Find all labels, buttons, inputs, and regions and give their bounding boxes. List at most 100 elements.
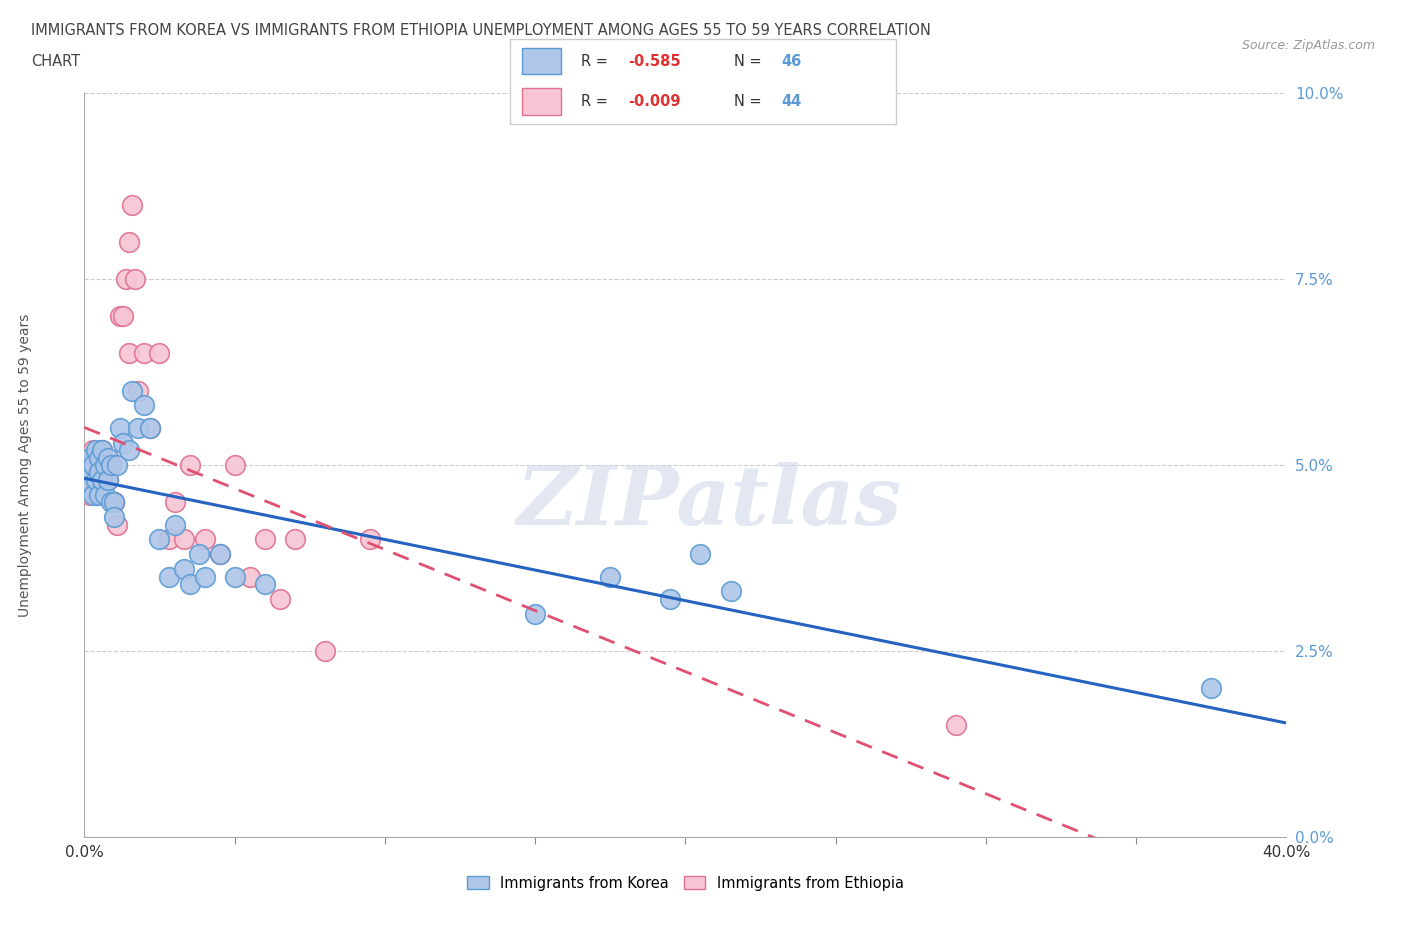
Point xyxy=(179,577,201,591)
Text: CHART: CHART xyxy=(31,54,80,69)
Point xyxy=(945,718,967,733)
Point xyxy=(173,532,195,547)
Text: 46: 46 xyxy=(782,54,801,69)
Point xyxy=(187,547,209,562)
Point xyxy=(82,443,104,458)
Point xyxy=(224,458,246,472)
Point xyxy=(208,547,231,562)
Point xyxy=(253,577,276,591)
Point xyxy=(82,472,104,487)
Point xyxy=(112,435,135,450)
Text: IMMIGRANTS FROM KOREA VS IMMIGRANTS FROM ETHIOPIA UNEMPLOYMENT AMONG AGES 55 TO : IMMIGRANTS FROM KOREA VS IMMIGRANTS FROM… xyxy=(31,23,931,38)
Text: -0.585: -0.585 xyxy=(628,54,681,69)
FancyBboxPatch shape xyxy=(510,39,896,124)
Point xyxy=(194,532,217,547)
Point xyxy=(76,472,98,487)
Point xyxy=(89,465,111,480)
Point xyxy=(89,450,111,465)
Point xyxy=(86,443,108,458)
Point xyxy=(103,495,125,510)
Point xyxy=(100,458,122,472)
Point xyxy=(1201,681,1223,696)
Point xyxy=(97,472,120,487)
Point xyxy=(194,569,217,584)
Point xyxy=(115,272,138,286)
Point xyxy=(91,472,114,487)
Point xyxy=(79,480,101,495)
Point xyxy=(163,495,186,510)
Point xyxy=(89,487,111,502)
Point xyxy=(134,398,156,413)
Text: R =: R = xyxy=(581,54,613,69)
Point xyxy=(86,487,108,502)
Point xyxy=(157,569,180,584)
Point xyxy=(689,547,711,562)
Point xyxy=(79,465,101,480)
Point xyxy=(118,346,141,361)
Point xyxy=(76,480,98,495)
Point xyxy=(127,383,149,398)
Text: N =: N = xyxy=(734,94,766,109)
Point xyxy=(284,532,307,547)
Point xyxy=(124,272,146,286)
Point xyxy=(107,458,129,472)
Point xyxy=(94,458,117,472)
Point xyxy=(179,458,201,472)
Point xyxy=(239,569,262,584)
Point xyxy=(91,443,114,458)
Point xyxy=(76,458,98,472)
Point xyxy=(91,472,114,487)
Text: R =: R = xyxy=(581,94,613,109)
Point xyxy=(148,532,170,547)
Point xyxy=(659,591,682,606)
Text: Unemployment Among Ages 55 to 59 years: Unemployment Among Ages 55 to 59 years xyxy=(18,313,32,617)
Point xyxy=(86,472,108,487)
Point xyxy=(100,495,122,510)
Point xyxy=(94,487,117,502)
Point xyxy=(107,517,129,532)
Point xyxy=(76,458,98,472)
Point xyxy=(79,487,101,502)
Point xyxy=(112,309,135,324)
Point xyxy=(359,532,381,547)
Point xyxy=(139,420,162,435)
Point xyxy=(121,197,143,212)
Point xyxy=(86,458,108,472)
Point xyxy=(79,450,101,465)
Point xyxy=(148,346,170,361)
Point xyxy=(127,420,149,435)
Point xyxy=(110,420,132,435)
Point xyxy=(103,495,125,510)
Point xyxy=(94,458,117,472)
Point xyxy=(103,495,125,510)
Point xyxy=(89,480,111,495)
Point xyxy=(110,309,132,324)
Point xyxy=(89,450,111,465)
Point xyxy=(208,547,231,562)
Point xyxy=(100,458,122,472)
Point xyxy=(524,606,547,621)
Point xyxy=(173,562,195,577)
Point xyxy=(118,443,141,458)
Text: -0.009: -0.009 xyxy=(628,94,681,109)
Point xyxy=(253,532,276,547)
Point xyxy=(224,569,246,584)
Point xyxy=(118,234,141,249)
Point xyxy=(91,443,114,458)
Text: 44: 44 xyxy=(782,94,801,109)
Text: ZIPatlas: ZIPatlas xyxy=(517,462,903,542)
FancyBboxPatch shape xyxy=(522,88,561,115)
Point xyxy=(157,532,180,547)
Point xyxy=(97,472,120,487)
Point xyxy=(82,458,104,472)
Text: N =: N = xyxy=(734,54,766,69)
Point xyxy=(134,346,156,361)
Point xyxy=(720,584,742,599)
Legend: Immigrants from Korea, Immigrants from Ethiopia: Immigrants from Korea, Immigrants from E… xyxy=(461,870,910,897)
Point xyxy=(97,450,120,465)
Point xyxy=(163,517,186,532)
Point xyxy=(79,450,101,465)
Point xyxy=(269,591,291,606)
Point xyxy=(82,487,104,502)
Text: Source: ZipAtlas.com: Source: ZipAtlas.com xyxy=(1241,39,1375,52)
